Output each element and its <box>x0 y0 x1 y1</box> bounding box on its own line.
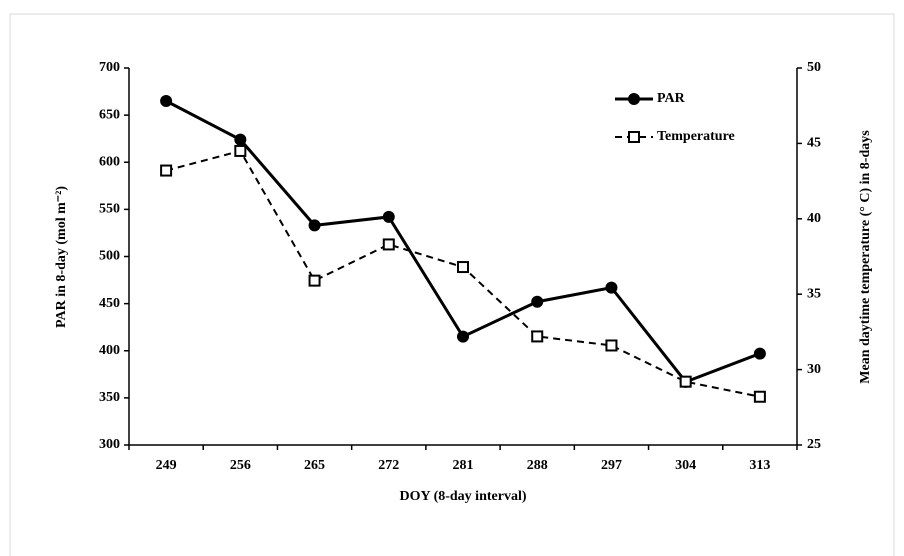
marker <box>160 164 173 177</box>
y2-tick-label: 30 <box>807 362 821 377</box>
y2-tick-label: 35 <box>807 286 821 301</box>
x-tick-label: 249 <box>156 458 177 473</box>
marker <box>457 330 469 343</box>
y2-tick-label: 25 <box>807 437 821 452</box>
x-tick-label: 297 <box>601 458 622 473</box>
y2-tick-label: 50 <box>807 60 821 75</box>
x-tick-label: 313 <box>749 458 770 473</box>
y2-tick-label: 45 <box>807 136 821 151</box>
legend-label: Temperature <box>657 129 735 144</box>
marker <box>753 390 766 403</box>
x-axis-label: DOY (8-day interval) <box>399 489 526 504</box>
x-tick-label: 256 <box>230 458 251 473</box>
marker <box>531 295 544 308</box>
marker <box>160 94 173 107</box>
marker <box>679 375 692 388</box>
marker <box>382 238 395 251</box>
y-tick-label: 500 <box>99 249 120 264</box>
marker <box>308 274 321 287</box>
chart-border <box>9 13 895 556</box>
marker <box>457 261 469 274</box>
y2-tick-label: 40 <box>807 211 821 226</box>
y-tick-label: 350 <box>99 390 120 405</box>
marker <box>628 93 640 105</box>
y-tick-label: 300 <box>99 437 120 452</box>
y-tick-label: 400 <box>99 343 120 358</box>
marker <box>605 281 618 294</box>
marker <box>234 144 247 157</box>
y-tick-label: 450 <box>99 296 120 311</box>
legend-label: PAR <box>657 91 686 106</box>
marker <box>531 330 544 343</box>
marker <box>753 347 766 360</box>
series-line <box>165 149 761 398</box>
x-tick-label: 281 <box>453 458 474 473</box>
y-tick-label: 700 <box>99 60 120 75</box>
marker <box>382 210 395 223</box>
y-tick-label: 550 <box>99 202 120 217</box>
y-axis-label: PAR in 8-day (mol m⁻²) <box>54 186 69 328</box>
y2-axis-label: Mean daytime temperature (° C) in 8-days <box>858 130 873 384</box>
marker <box>605 339 618 352</box>
marker <box>628 131 640 143</box>
y-tick-label: 600 <box>99 154 120 169</box>
x-tick-label: 288 <box>527 458 548 473</box>
y-tick-label: 650 <box>99 107 120 122</box>
x-tick-label: 272 <box>378 458 399 473</box>
marker <box>234 133 247 146</box>
x-tick-label: 304 <box>675 458 696 473</box>
x-tick-label: 265 <box>304 458 325 473</box>
marker <box>308 219 321 232</box>
